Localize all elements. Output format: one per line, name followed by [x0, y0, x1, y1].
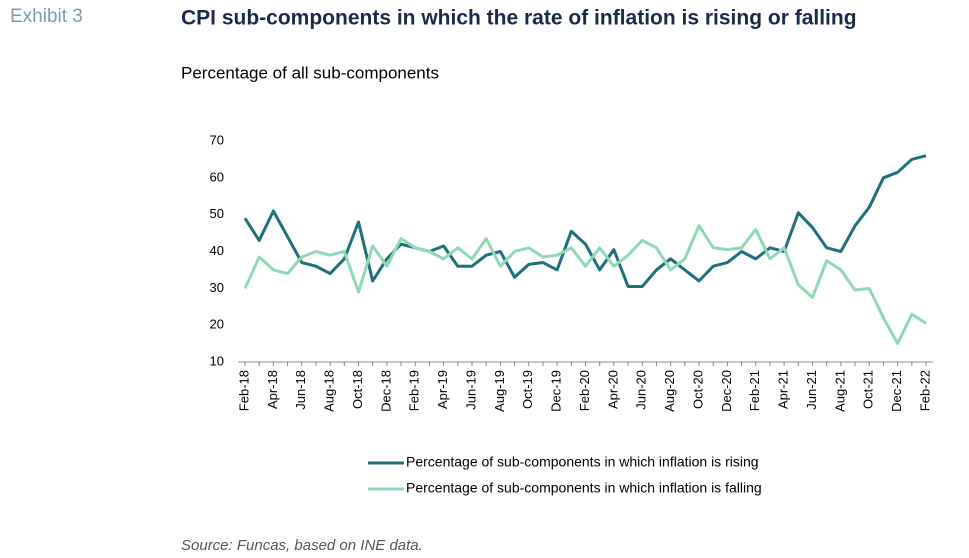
y-tick-label: 70 [210, 132, 224, 147]
x-tick-label: Jun-19 [463, 370, 478, 410]
x-tick-label: Feb-20 [577, 370, 592, 411]
legend-label: Percentage of sub-components in which in… [406, 480, 762, 496]
x-tick-label: Aug-19 [492, 370, 507, 412]
x-tick-label: Jun-20 [634, 370, 649, 410]
x-tick-label: Dec-20 [719, 370, 734, 412]
y-tick-label: 20 [210, 317, 224, 332]
source: Source: Funcas, based on INE data. [181, 537, 423, 554]
y-tick-label: 50 [210, 206, 224, 221]
y-tick-label: 40 [210, 243, 224, 258]
legend-label: Percentage of sub-components in which in… [406, 454, 759, 470]
x-tick-label: Feb-18 [236, 370, 251, 411]
x-tick-label: Dec-19 [549, 370, 564, 412]
x-tick-label: Jun-18 [293, 370, 308, 410]
chart-title: CPI sub-components in which the rate of … [181, 7, 857, 30]
x-tick-label: Oct-18 [350, 370, 365, 409]
x-tick-label: Feb-21 [747, 370, 762, 411]
chart-subtitle: Percentage of all sub-components [181, 63, 439, 82]
y-tick-label: 10 [210, 353, 224, 368]
x-tick-label: Aug-18 [322, 370, 337, 412]
x-tick-label: Feb-19 [407, 370, 422, 411]
x-tick-label: Apr-18 [265, 370, 280, 409]
series-line [243, 154, 927, 288]
exhibit-label: Exhibit 3 [10, 6, 83, 27]
series-line [243, 224, 927, 346]
x-tick-label: Dec-21 [889, 370, 904, 412]
x-tick-label: Feb-22 [917, 370, 932, 411]
x-tick-label: Apr-19 [435, 370, 450, 409]
x-tick-label: Aug-21 [832, 370, 847, 412]
y-tick-label: 60 [210, 169, 224, 184]
y-tick-label: 30 [210, 280, 224, 295]
x-tick-label: Oct-21 [861, 370, 876, 409]
x-tick-label: Apr-20 [605, 370, 620, 409]
x-tick-label: Apr-21 [776, 370, 791, 409]
x-tick-label: Oct-19 [520, 370, 535, 409]
x-tick-label: Dec-18 [378, 370, 393, 412]
x-tick-label: Oct-20 [690, 370, 705, 409]
x-tick-label: Aug-20 [662, 370, 677, 412]
x-tick-label: Jun-21 [804, 370, 819, 410]
